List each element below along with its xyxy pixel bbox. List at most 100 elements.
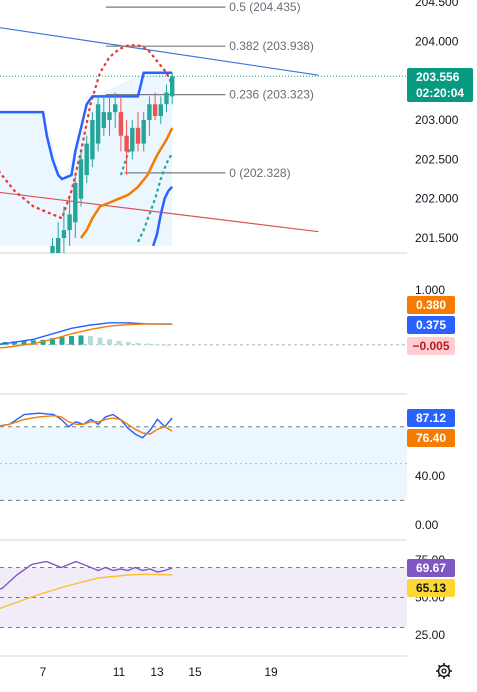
histogram-bar — [97, 337, 103, 345]
histogram-bar — [50, 338, 55, 345]
histogram-bar — [88, 335, 93, 345]
gear-icon[interactable] — [436, 663, 452, 679]
indicator-line-dotted-green — [137, 152, 174, 243]
rsi-value-tag-bg — [407, 559, 455, 577]
indicator-line-solid-blue-lower — [152, 186, 174, 247]
fib-label: 0.236 (203.323) — [229, 88, 314, 102]
candle-body[interactable] — [158, 104, 163, 117]
rsi-tick: 25.00 — [415, 628, 445, 642]
rsi-value-tag-bg — [407, 579, 455, 597]
candle-body[interactable] — [78, 159, 84, 199]
histogram-bar — [59, 337, 65, 345]
candle-body[interactable] — [124, 135, 129, 152]
time-tick: 11 — [113, 665, 126, 679]
rsi-value-tag-text: 69.67 — [416, 561, 446, 575]
last-price-tag-bg — [407, 68, 473, 102]
stoch-value-tag-text: 87.12 — [416, 411, 446, 425]
macd-value-tag-bg — [407, 316, 455, 334]
candle-body[interactable] — [107, 112, 112, 120]
fib-label: 0 (202.328) — [229, 166, 290, 180]
stoch-value-tag-text: 76.40 — [416, 431, 446, 445]
rsi-value-tag-text: 65.13 — [416, 581, 446, 595]
histogram-bar — [164, 344, 169, 346]
rsi-line-rsi-ma — [0, 573, 173, 610]
stoch-value-tag-bg — [407, 429, 455, 447]
stoch-value-tag-bg — [407, 409, 455, 427]
stoch-tick: 40.00 — [415, 469, 445, 483]
candle-body[interactable] — [90, 120, 95, 160]
macd-value-tag-bg — [407, 296, 455, 314]
macd-panel[interactable] — [0, 322, 407, 356]
histogram-bar — [31, 340, 36, 345]
time-tick: 19 — [264, 665, 278, 679]
stoch-line-%D — [0, 414, 173, 435]
last-price-value: 203.556 — [416, 70, 460, 84]
histogram-bar — [69, 335, 74, 345]
candle-body[interactable] — [95, 104, 101, 144]
rsi-value-tag: 65.13 — [407, 579, 455, 597]
fibonacci-retracement[interactable]: 0.5 (204.435) 0.382 (203.938) 0.236 (203.3… — [105, 0, 314, 180]
candle-body[interactable] — [170, 76, 175, 97]
price-tick: 204.500 — [415, 0, 459, 9]
stoch-band — [0, 426, 407, 501]
histogram-bar — [21, 340, 27, 345]
indicator-line-solid-blue-upper — [0, 71, 173, 181]
macd-value-tag: −0.005 — [407, 337, 455, 355]
price-tick: 204.000 — [415, 34, 459, 48]
countdown-timer: 02:20:04 — [416, 86, 464, 100]
macd-line-signal — [0, 323, 173, 349]
price-tick: 202.000 — [415, 192, 459, 206]
price-tick: 203.000 — [415, 113, 459, 127]
histogram-bar — [126, 341, 131, 345]
candle-body[interactable] — [67, 214, 72, 231]
histogram-bar — [135, 343, 141, 345]
candle-body[interactable] — [130, 127, 135, 152]
fib-label: 0.5 (204.435) — [229, 0, 300, 14]
histogram-bar — [145, 343, 150, 345]
candle-body[interactable] — [147, 104, 152, 120]
candle-body[interactable] — [113, 104, 118, 113]
candle-body[interactable] — [135, 127, 141, 144]
trendline-0[interactable] — [0, 11, 319, 76]
stoch-tick: 0.00 — [415, 518, 439, 532]
indicator-line-solid-orange — [79, 127, 174, 239]
macd-value-tag: 0.375 — [407, 316, 455, 334]
candle-body[interactable] — [164, 92, 169, 105]
time-tick: 7 — [40, 665, 47, 679]
stoch-value-tag: 76.40 — [407, 429, 455, 447]
candle-body[interactable] — [84, 143, 89, 176]
macd-value-tag-text: 0.380 — [416, 298, 446, 312]
candle-body[interactable] — [56, 238, 61, 254]
time-tick: 13 — [150, 665, 164, 679]
histogram-bar — [154, 344, 160, 346]
macd-value-tag-text: 0.375 — [416, 318, 446, 332]
macd-value-tag: 0.380 — [407, 296, 455, 314]
histogram-bar — [116, 340, 122, 345]
macd-line-macd — [0, 322, 173, 345]
candle-body[interactable] — [73, 182, 78, 223]
candle-body[interactable] — [152, 104, 158, 117]
rsi-value-tag: 69.67 — [407, 559, 455, 577]
fib-label: 0.382 (203.938) — [229, 39, 314, 53]
price-panel[interactable]: 0.5 (204.435) 0.382 (203.938) 0.236 (203.3… — [0, 0, 407, 293]
histogram-bar — [12, 341, 17, 345]
time-scale[interactable]: 7 11 13 15 19 — [40, 665, 278, 679]
stochastic-panel[interactable] — [0, 412, 407, 506]
candle-body[interactable] — [101, 112, 106, 128]
macd-value-tag-bg — [407, 337, 455, 355]
price-tick: 202.500 — [415, 152, 459, 166]
candle-body[interactable] — [61, 230, 67, 238]
rsi-panel[interactable] — [0, 560, 407, 628]
rsi-line-rsi — [0, 560, 173, 590]
macd-value-tag-text: −0.005 — [412, 339, 449, 353]
histogram-bar — [78, 335, 84, 345]
stoch-line-%K — [0, 412, 173, 439]
histogram-bar — [40, 339, 46, 345]
last-price-tag: 203.556 02:20:04 — [407, 68, 473, 102]
price-scale[interactable]: 204.500 204.000 203.000 202.500 202.000 201.5… — [407, 0, 473, 642]
candle-body[interactable] — [50, 245, 55, 277]
candle-body[interactable] — [141, 120, 146, 144]
candle-body[interactable] — [118, 112, 124, 136]
stoch-value-tag: 87.12 — [407, 409, 455, 427]
